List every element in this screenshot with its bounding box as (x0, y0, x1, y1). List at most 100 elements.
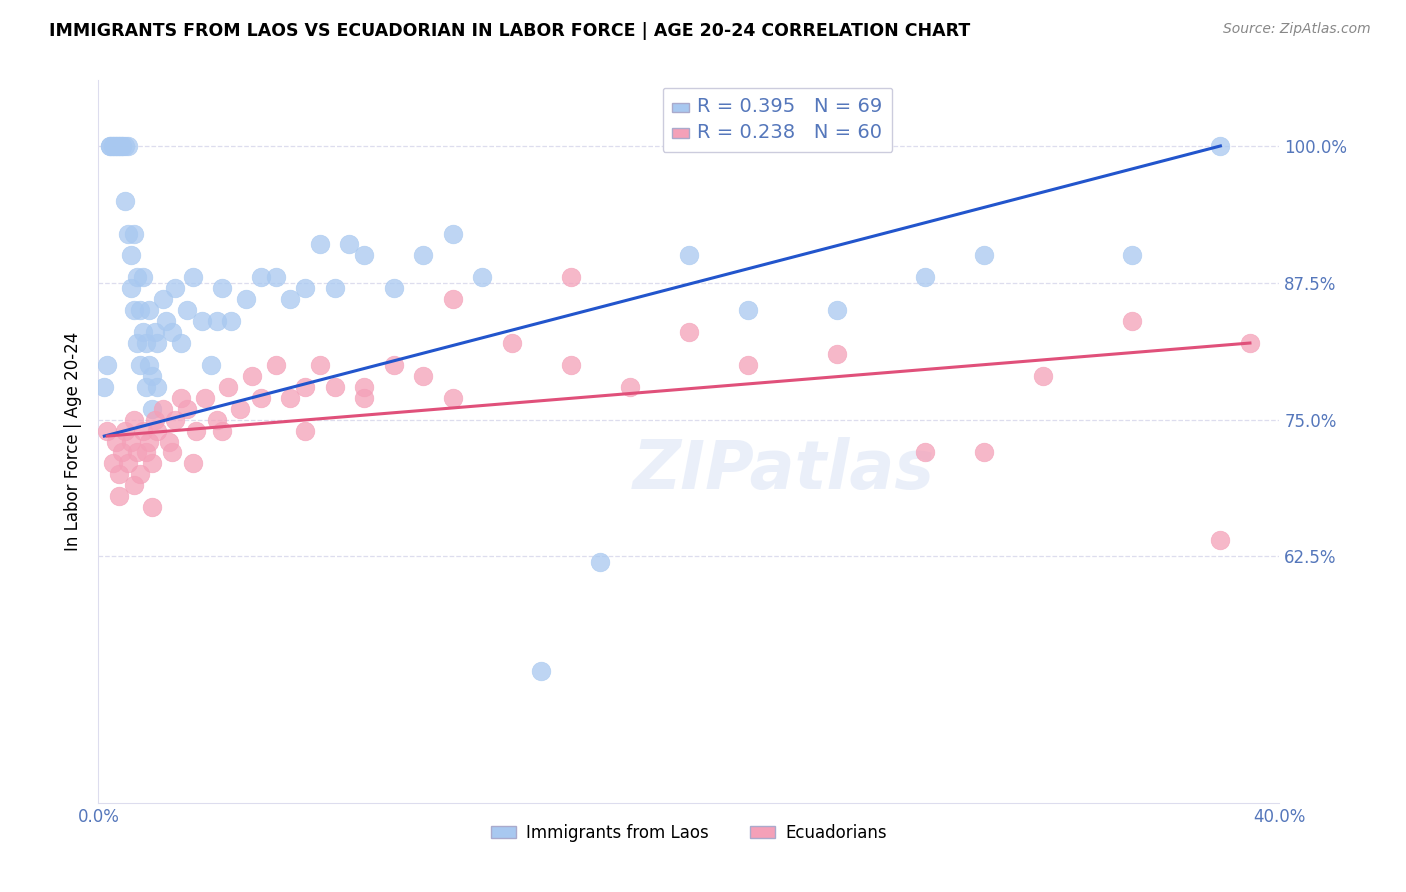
Point (211, 424, 233, 438)
Point (353, 248, 375, 262)
Point (412, 248, 434, 262)
Point (111, 139, 134, 153)
Point (98, 139, 121, 153)
Point (530, 665, 553, 679)
Point (382, 281, 405, 295)
Point (138, 303, 160, 318)
Point (135, 380, 157, 394)
Point (125, 270, 148, 285)
Point (96, 424, 118, 438)
Point (250, 270, 273, 285)
Text: Source: ZipAtlas.com: Source: ZipAtlas.com (1223, 22, 1371, 37)
Point (973, 445, 995, 459)
Point (143, 412, 166, 426)
Point (280, 292, 302, 306)
Point (141, 500, 163, 515)
Point (205, 314, 228, 328)
Point (128, 467, 150, 482)
Point (132, 270, 155, 285)
Point (560, 270, 582, 285)
Point (152, 292, 174, 306)
Point (122, 303, 145, 318)
Point (108, 139, 131, 153)
Point (678, 325, 700, 339)
Point (146, 380, 169, 394)
Point (120, 434, 142, 449)
Point (240, 368, 263, 383)
Point (96, 358, 118, 372)
Point (353, 380, 375, 394)
Point (117, 139, 139, 153)
Point (120, 281, 142, 295)
Point (128, 358, 150, 372)
Point (141, 368, 163, 383)
Point (143, 325, 166, 339)
Point (108, 467, 131, 482)
Point (382, 358, 405, 372)
Point (132, 424, 155, 438)
Point (93, 380, 115, 394)
Point (914, 445, 936, 459)
Point (184, 424, 207, 438)
Point (176, 303, 198, 318)
Point (181, 457, 204, 471)
Point (825, 347, 848, 361)
Point (155, 314, 177, 328)
Point (294, 380, 316, 394)
Point (323, 380, 346, 394)
Point (120, 248, 142, 262)
Point (162, 445, 183, 459)
Point (135, 445, 157, 459)
Point (973, 248, 995, 262)
Point (105, 139, 128, 153)
Point (589, 555, 612, 569)
Point (141, 401, 163, 416)
Point (122, 412, 145, 426)
Point (825, 303, 848, 318)
Point (146, 424, 169, 438)
Point (441, 391, 464, 405)
Point (560, 358, 582, 372)
Point (250, 391, 273, 405)
Point (111, 445, 134, 459)
Point (165, 412, 187, 426)
Text: ZIPatlas: ZIPatlas (633, 437, 935, 503)
Point (152, 401, 174, 416)
Point (162, 325, 183, 339)
Point (122, 227, 145, 241)
Point (471, 270, 494, 285)
Point (146, 336, 169, 351)
Point (157, 434, 180, 449)
Y-axis label: In Labor Force | Age 20-24: In Labor Force | Age 20-24 (63, 332, 82, 551)
Point (103, 139, 125, 153)
Point (141, 457, 163, 471)
Point (117, 227, 139, 241)
Point (1209, 139, 1232, 153)
Point (441, 227, 464, 241)
Point (114, 194, 136, 208)
Point (205, 412, 228, 426)
Point (501, 336, 523, 351)
Point (114, 139, 136, 153)
Point (229, 401, 252, 416)
Point (221, 314, 243, 328)
Point (194, 391, 217, 405)
Point (211, 281, 233, 295)
Point (114, 424, 136, 438)
Point (138, 358, 160, 372)
Point (138, 434, 160, 449)
Point (309, 237, 332, 252)
Point (105, 434, 128, 449)
Point (412, 368, 434, 383)
Point (441, 292, 464, 306)
Point (264, 358, 287, 372)
Point (1209, 533, 1232, 547)
Point (1032, 368, 1054, 383)
Point (103, 139, 125, 153)
Point (737, 358, 759, 372)
Point (217, 380, 239, 394)
Point (619, 380, 641, 394)
Point (191, 314, 214, 328)
Point (280, 391, 302, 405)
Point (108, 139, 131, 153)
